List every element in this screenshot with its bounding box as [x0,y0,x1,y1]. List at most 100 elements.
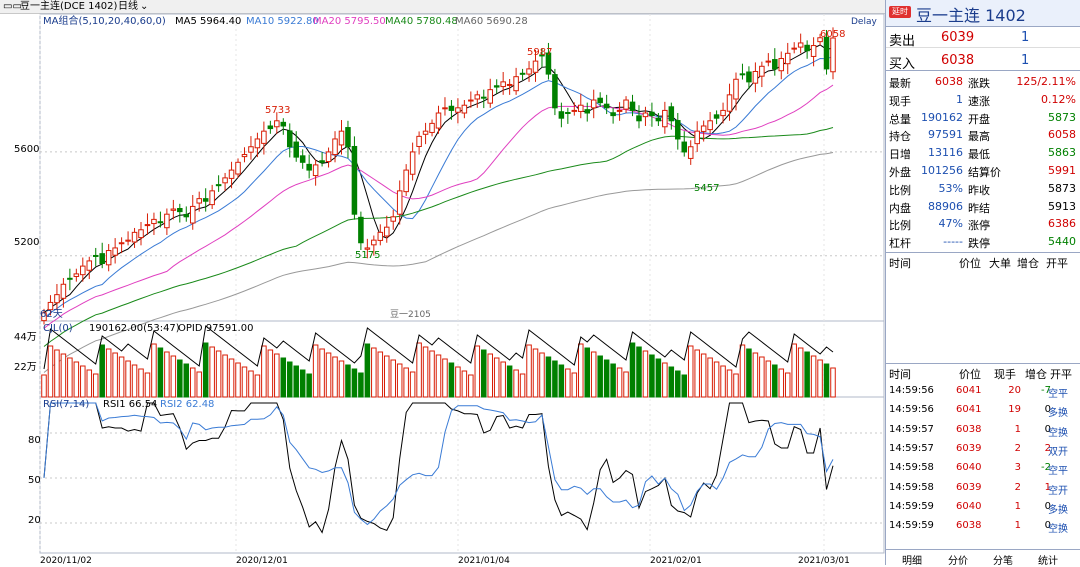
annotation-6058: 6058 [820,29,845,40]
volume-bar [144,372,151,398]
candle-body [67,277,73,280]
volume-bar [558,364,565,398]
volume-bar [377,351,384,398]
candle-body [448,105,455,111]
volume-bar [610,363,616,398]
volume-bar [545,356,552,398]
volume-bar [623,371,629,398]
period-selector[interactable]: 日线 [118,1,138,12]
candle-body [144,224,151,227]
candle-body [752,70,759,84]
volume-bar [675,370,681,398]
candle-body [228,169,235,179]
tab-price-split[interactable]: 分价 [948,556,968,567]
candle-body [455,107,461,113]
tab-statistics[interactable]: 统计 [1038,556,1058,567]
chevron-down-icon[interactable]: ⌄ [140,1,149,12]
candle-body [493,85,500,88]
rsi-tick-80: 80 [28,435,41,446]
volume-bar [86,369,93,398]
candle-body [164,213,170,229]
candle-body [422,130,429,135]
rsi2-label: RSI2 62.48 [160,399,214,410]
volume-bar [590,351,597,398]
volume-tick-22: 22万 [14,362,37,373]
candle-body [435,112,442,129]
volume-bar [422,346,429,398]
volume-tick-44: 44万 [14,332,37,343]
tab-trades[interactable]: 分笔 [993,556,1013,567]
ma10-legend: MA10 5922.80 [246,16,319,27]
volume-bar [726,369,733,398]
candle-body [319,160,325,163]
candle-body [681,141,688,153]
volume-bar [274,353,280,398]
volume-bar [746,348,752,398]
volume-label: CJL(0) [43,323,73,334]
tick-row: 14:59:59 6038 1 0 空换 [889,520,1068,536]
candle-body [261,130,267,144]
volume-bar [649,354,655,398]
volume-bar [157,347,164,398]
volume-bar [493,357,500,398]
volume-bar [435,354,442,398]
volume-bar [306,373,312,398]
volume-bar [778,368,785,398]
candle-body [118,242,125,245]
kline-chart[interactable]: MA组合(5,10,20,40,60,0) MA5 5964.40 MA10 5… [0,13,885,565]
candle-body [636,115,642,122]
volume-bar [817,359,823,398]
contract-name: 豆一主连 1402 [916,6,1026,25]
date-tick-5: 2021/03/01 [798,556,850,565]
tick-header: 时间 价位 现手 增仓 开平 [886,363,1080,381]
candle-body [629,101,636,111]
candle-body [429,122,435,133]
candle-body [125,239,131,242]
candle-body [590,99,597,109]
quote-panel: 延时 豆一主连 1402 卖出 6039 1 买入 6038 1 最新 6038… [885,0,1080,567]
candle-body [390,216,396,222]
candle-body [215,184,222,187]
candle-body [539,54,545,57]
candle-body [558,111,565,119]
tick-row: 14:59:59 6040 1 0 多换 [889,500,1068,516]
stat-row: 杠杆 ----- 跌停 5440 [889,235,1076,251]
tick-row: 14:59:56 6041 20 -7 空平 [889,385,1068,400]
candle-body [707,120,713,131]
tab-detail[interactable]: 明细 [902,556,922,567]
candle-body [784,52,791,65]
stat-row: 比例 53% 昨收 5873 [889,181,1076,197]
candle-body [571,109,578,112]
candle-body [105,250,112,266]
volume-bar [228,358,235,398]
annotation-5457: 5457 [694,183,719,194]
candle-body [500,81,506,88]
days-annotation: 62天 [40,309,63,320]
candle-body [92,254,99,257]
candle-body [403,169,409,193]
candle-body [254,138,261,149]
volume-bar [681,374,688,398]
rsi-tick-20: 20 [28,515,41,526]
volume-bar [338,360,345,398]
candle-body [86,260,93,271]
rsi-label: RSI(7,14) [43,399,89,410]
volume-bar [642,350,649,398]
volume-bar [565,368,571,398]
candle-body [151,218,157,225]
volume-bar [54,349,60,398]
menu-icon[interactable]: ▭▭ [3,1,22,12]
candle-body [687,146,694,159]
volume-bar [797,347,804,398]
volume-bar [539,352,545,398]
candle-body [733,78,739,100]
candle-body [778,58,785,72]
candle-body [519,72,526,75]
stat-row: 现手 1 速涨 0.12% [889,92,1076,108]
volume-bar [105,348,112,398]
volume-bar [99,344,105,398]
volume-bar [752,352,759,398]
candle-body [274,120,280,128]
candle-body [138,229,144,239]
volume-bar [92,373,99,398]
